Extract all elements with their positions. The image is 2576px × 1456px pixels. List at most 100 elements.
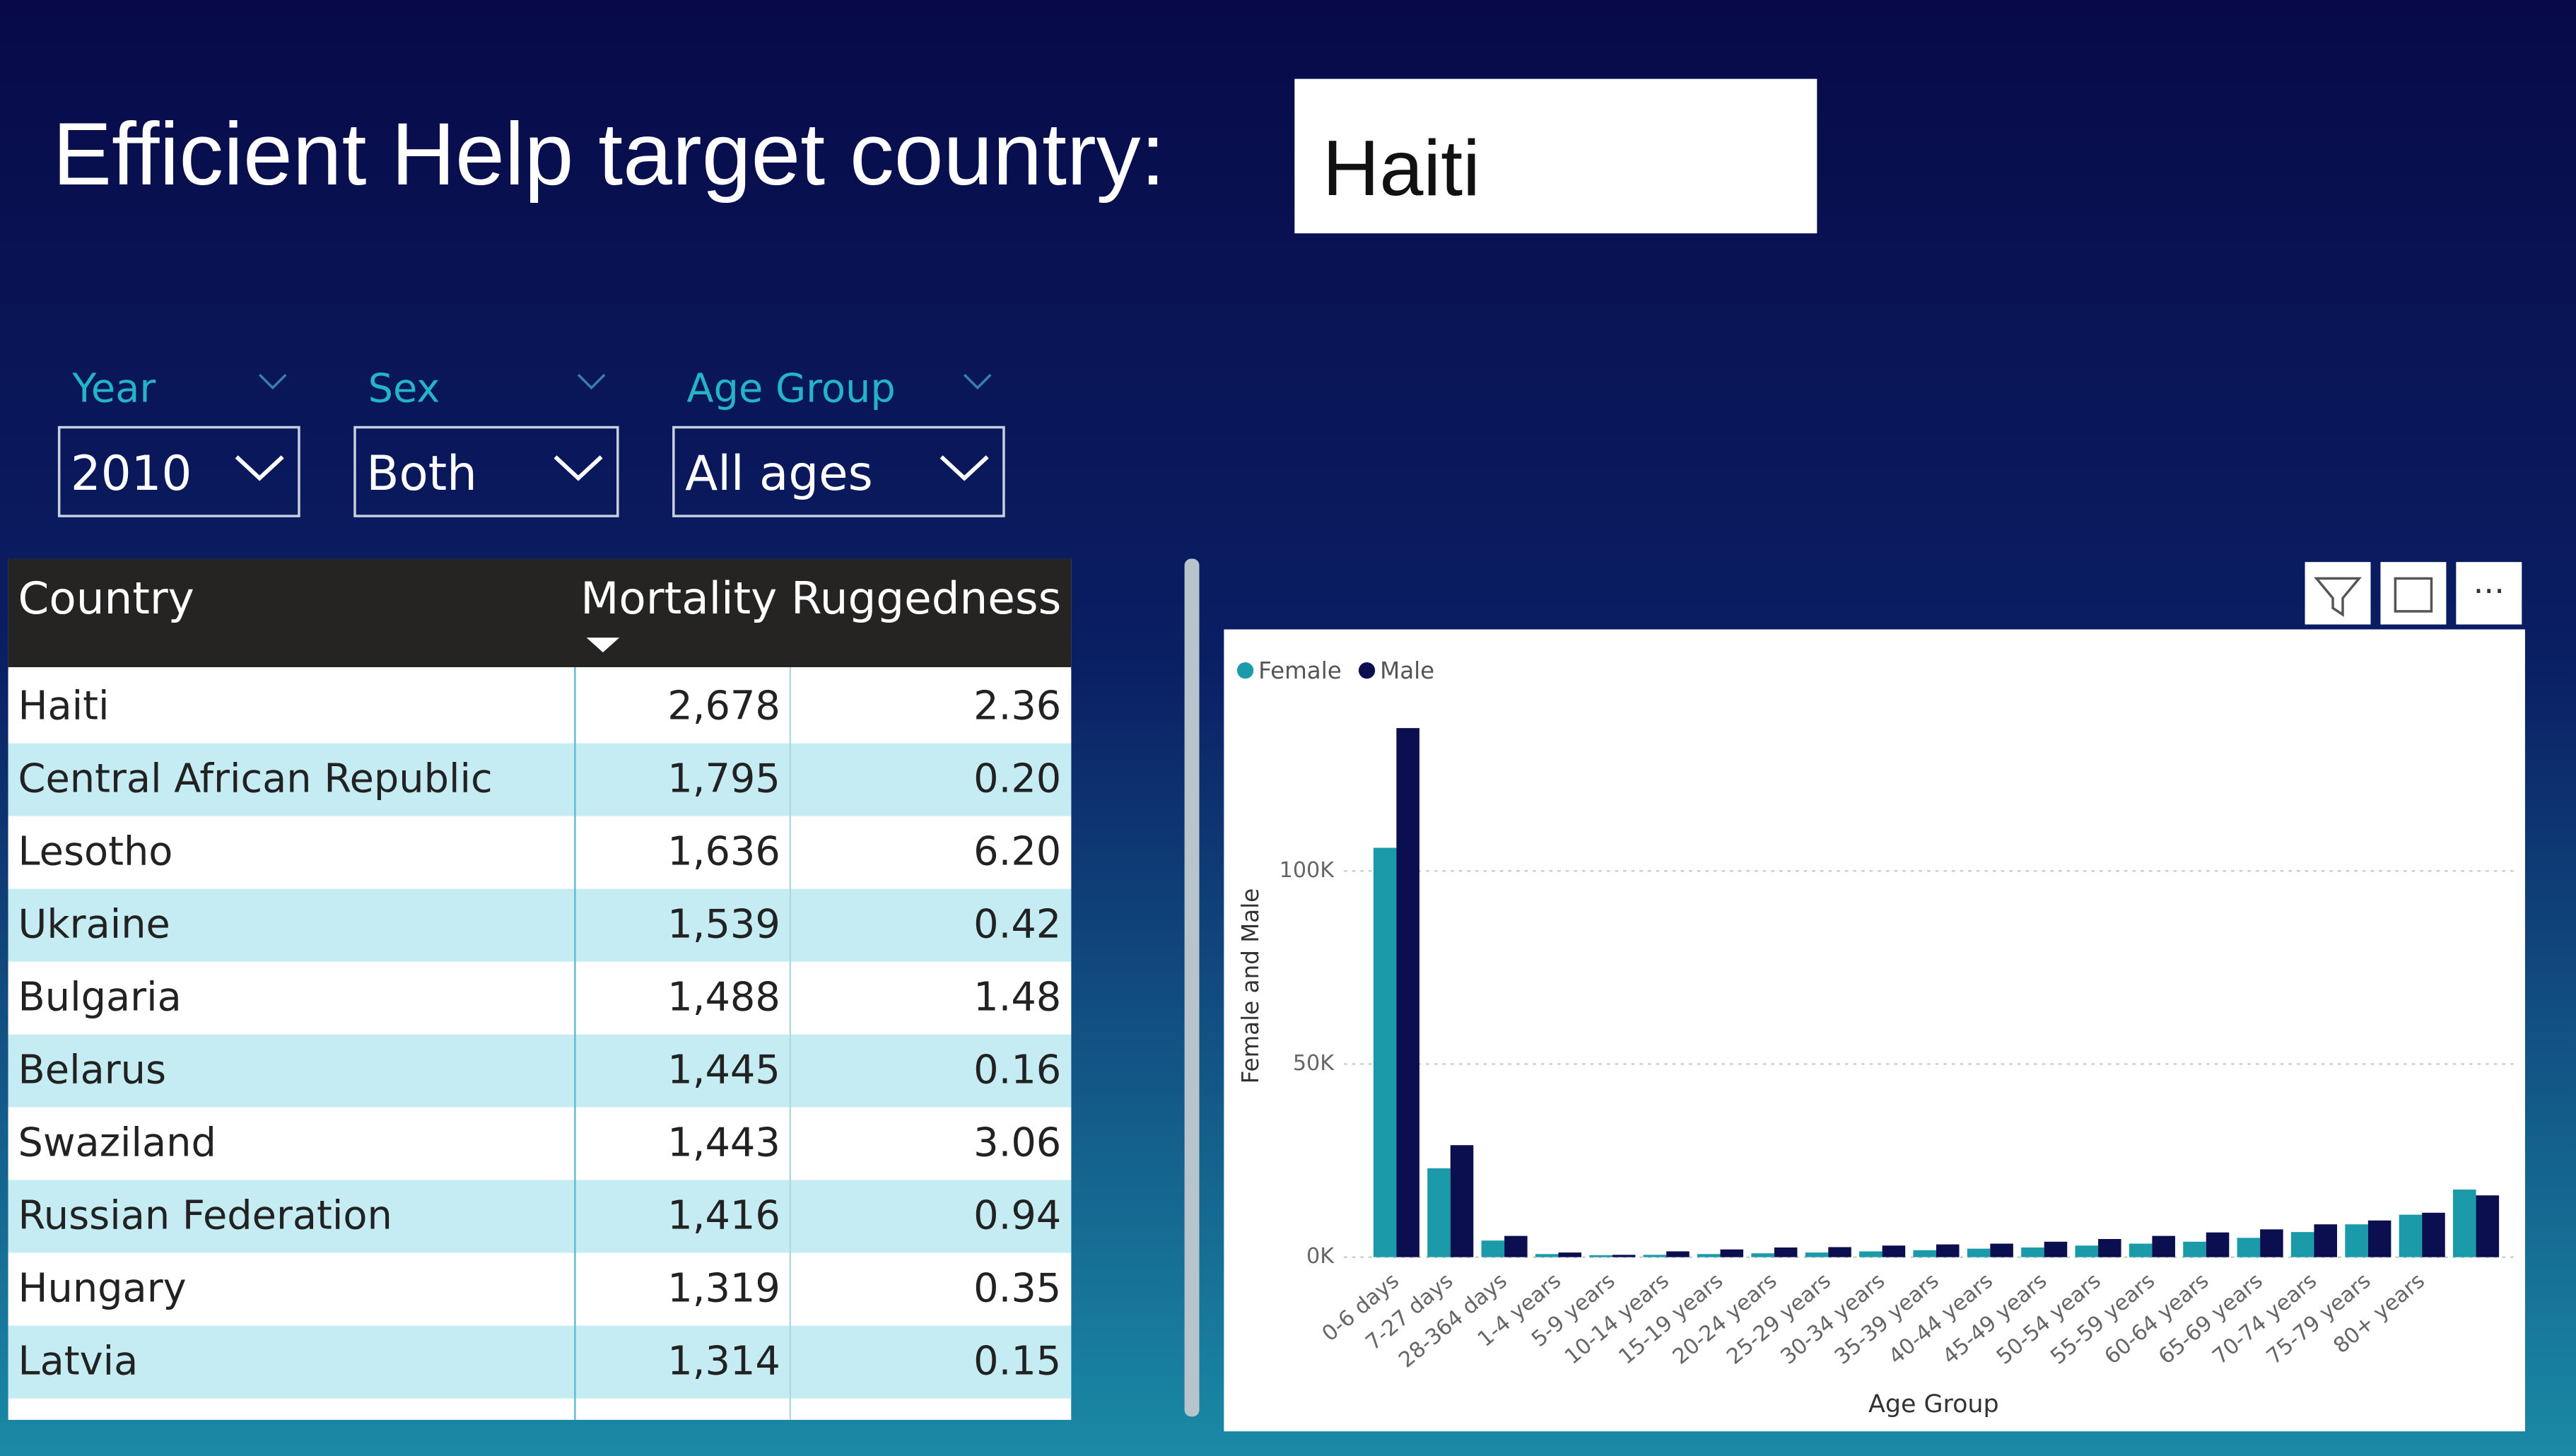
- table-row[interactable]: [8, 888, 1072, 962]
- cell: 0.16: [973, 1047, 1061, 1093]
- y-tick-label: 100K: [1280, 858, 1335, 883]
- bar: [1504, 1235, 1528, 1257]
- table-header: [8, 558, 1072, 667]
- slicer-dropdown[interactable]: [672, 425, 1005, 517]
- table-row[interactable]: [8, 1252, 1072, 1326]
- cell: 3.06: [973, 1120, 1061, 1166]
- bar: [1805, 1252, 1829, 1257]
- slicer-chevron: [554, 455, 603, 481]
- slicer-label: Age Group: [686, 365, 895, 411]
- slicer-dropdown[interactable]: [353, 425, 619, 517]
- bar: [2098, 1238, 2121, 1257]
- legend-label: Male: [1380, 657, 1434, 684]
- slicer-dropdown[interactable]: [57, 425, 300, 517]
- bar: [1427, 1168, 1451, 1257]
- slicer-chevron: [235, 455, 284, 481]
- filter-glyph: [2314, 577, 2362, 617]
- column-header[interactable]: Mortality: [580, 573, 777, 624]
- slicer-value: Both: [366, 445, 477, 501]
- bar: [2422, 1212, 2445, 1257]
- focus-glyph: [2394, 577, 2433, 613]
- table-row[interactable]: [8, 961, 1072, 1035]
- cell: Central African Republic: [18, 756, 493, 802]
- bar: [2260, 1229, 2283, 1257]
- cell: 6.20: [973, 829, 1061, 875]
- bar: [1697, 1254, 1721, 1257]
- target-box: [1294, 78, 1817, 234]
- slicer-chevron: [963, 373, 992, 390]
- y-tick-label: 0K: [1306, 1244, 1335, 1269]
- bar: [2183, 1241, 2206, 1257]
- target-value: Haiti: [1323, 124, 1480, 212]
- bar: [2129, 1243, 2153, 1257]
- cell: 1.48: [973, 975, 1061, 1021]
- bar: [1751, 1253, 1774, 1257]
- bar: [2453, 1190, 2476, 1257]
- bar: [1859, 1251, 1883, 1257]
- bar: [2399, 1214, 2423, 1257]
- column-header[interactable]: Ruggedness: [791, 573, 1061, 624]
- legend-marker: [1358, 662, 1376, 679]
- bar: [1990, 1243, 2013, 1257]
- cell: 1,443: [667, 1120, 780, 1166]
- bar: [2044, 1241, 2068, 1257]
- y-tick-label: 50K: [1293, 1051, 1335, 1076]
- slicer-value: 2010: [71, 445, 192, 501]
- bar: [1828, 1247, 1851, 1257]
- bar: [2345, 1224, 2368, 1257]
- cell: 2.36: [973, 683, 1061, 729]
- legend-marker: [1236, 662, 1254, 679]
- cell: Hungary: [18, 1266, 187, 1312]
- bar: [1396, 728, 1419, 1257]
- focus-icon[interactable]: [2380, 562, 2447, 625]
- bar: [1643, 1255, 1667, 1257]
- table-row[interactable]: [8, 1325, 1072, 1399]
- bar: [2237, 1238, 2261, 1257]
- slicer-chevron: [577, 373, 606, 390]
- cell: Russian Federation: [18, 1193, 392, 1239]
- table-row[interactable]: [8, 1107, 1072, 1180]
- cell: 0.20: [973, 756, 1061, 802]
- cell: 1,636: [667, 829, 780, 875]
- cell: 1,539: [667, 902, 780, 948]
- cell: Lesotho: [18, 829, 173, 875]
- slicer-value: All ages: [685, 445, 873, 501]
- bar: [2290, 1232, 2314, 1257]
- slicer-chevron: [258, 373, 287, 390]
- table-row[interactable]: [8, 1034, 1072, 1108]
- bar: [1720, 1249, 1744, 1257]
- column-header: Country: [18, 573, 194, 624]
- bar: [1913, 1250, 1936, 1257]
- bar: [2476, 1195, 2500, 1257]
- cell: 1,445: [667, 1047, 780, 1093]
- table-row[interactable]: [8, 743, 1072, 816]
- slicer-label: Sex: [368, 365, 440, 411]
- bar: [1936, 1244, 1960, 1257]
- bar: [1882, 1245, 1906, 1257]
- cell: 0.15: [973, 1339, 1061, 1385]
- x-axis-title: Age Group: [1868, 1390, 1999, 1419]
- cell: 1,488: [667, 975, 780, 1021]
- table-row[interactable]: [8, 816, 1072, 889]
- y-axis-title: Female and Male: [1237, 888, 1264, 1084]
- bar: [1450, 1145, 1474, 1257]
- bar: [1481, 1240, 1505, 1257]
- bar: [2206, 1232, 2230, 1257]
- cell: 1,319: [667, 1266, 780, 1312]
- scrollbar[interactable]: [1184, 558, 1200, 1417]
- table-row[interactable]: [8, 1180, 1072, 1253]
- bar: [1373, 847, 1397, 1257]
- bar: [2152, 1235, 2175, 1257]
- visual-icons: ···: [2305, 562, 2522, 625]
- slicer-label: Year: [71, 365, 156, 411]
- cell: 0.94: [973, 1193, 1061, 1239]
- sort-arrow: [586, 638, 620, 653]
- cell: 1,314: [667, 1339, 780, 1385]
- bar: [2367, 1220, 2391, 1257]
- more-icon[interactable]: [2456, 562, 2522, 625]
- bar: [2075, 1245, 2099, 1257]
- cell: Latvia: [18, 1339, 139, 1385]
- bar: [1967, 1248, 1991, 1257]
- table-row[interactable]: [8, 670, 1072, 744]
- filter-icon[interactable]: [2305, 562, 2371, 625]
